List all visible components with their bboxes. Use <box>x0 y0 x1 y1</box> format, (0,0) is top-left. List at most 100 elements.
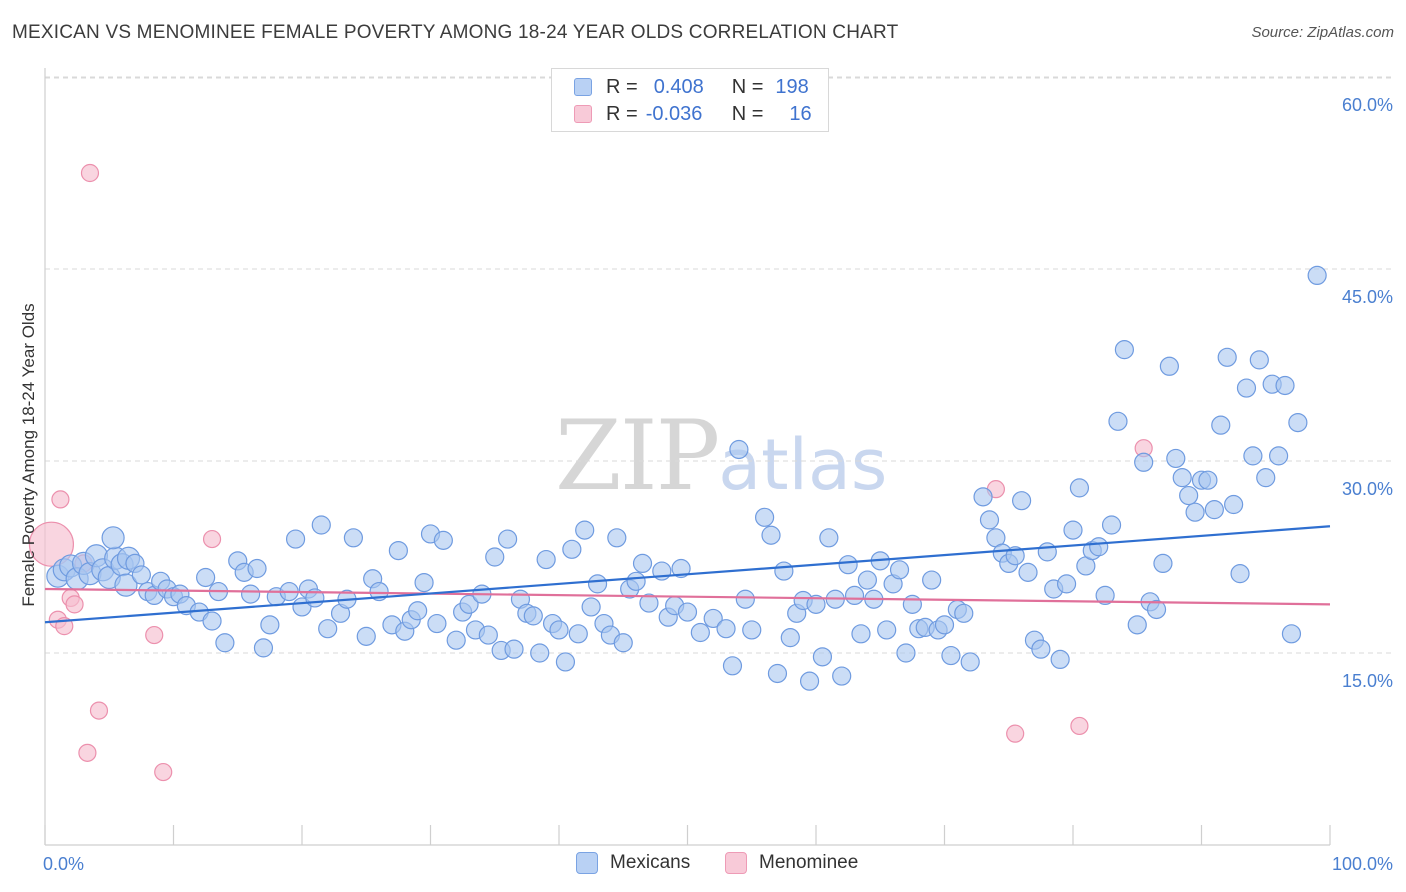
mexicans-point <box>1236 378 1257 398</box>
mexicans-point <box>819 528 839 548</box>
mexicans-point <box>767 663 788 684</box>
mexicans-point <box>1166 448 1186 469</box>
mexicans-point <box>1288 413 1308 433</box>
mexicans-point <box>241 584 261 604</box>
y-tick-label: 60.0% <box>1342 95 1393 115</box>
mexicans-point <box>1159 356 1179 376</box>
mexicans-point <box>1268 446 1289 466</box>
mexicans-point <box>703 608 723 629</box>
menominee-point <box>202 529 222 549</box>
legend-r-value: 0.408 <box>653 75 704 98</box>
mexicans-point <box>806 594 826 614</box>
legend-row-mexicans: R = 0.408 N = 198 <box>574 74 809 100</box>
mexicans-point <box>812 647 833 667</box>
axes <box>44 68 1331 846</box>
menominee-point <box>65 595 84 614</box>
mexicans-point <box>922 570 942 590</box>
mexicans-point <box>690 622 710 643</box>
menominee-points <box>28 163 1153 782</box>
mexicans-point <box>1108 411 1128 431</box>
watermark: ZIPatlas <box>555 400 887 512</box>
legend-item-menominee[interactable]: Menominee <box>725 852 858 874</box>
mexicans-point <box>1069 478 1090 498</box>
mexicans-point <box>889 560 910 580</box>
mexicans-point <box>504 639 524 659</box>
menominee-point <box>28 521 75 567</box>
mexicans-point <box>568 624 588 644</box>
mexicans-point <box>799 671 820 691</box>
mexicans-point <box>838 555 858 575</box>
mexicans-point <box>780 628 800 648</box>
legend-swatch-pink <box>574 105 592 123</box>
menominee-point <box>51 490 70 509</box>
mexicans-point <box>1050 649 1070 670</box>
watermark-zip: ZIP <box>555 400 720 512</box>
mexicans-point <box>343 528 363 548</box>
mexicans-point <box>311 515 331 535</box>
menominee-trend-line <box>44 587 1331 606</box>
mexicans-point <box>459 594 479 614</box>
mexicans-point <box>414 572 434 593</box>
mexicans-point <box>285 529 306 549</box>
mexicans-point <box>1011 491 1032 511</box>
legend-r-label: R = <box>606 75 638 98</box>
mexicans-point <box>973 487 993 507</box>
mexicans-point <box>1146 599 1167 620</box>
mexicans-point <box>446 630 466 650</box>
mexicans-point <box>954 603 974 623</box>
mexicans-point <box>1031 639 1051 659</box>
mexicans-point <box>902 594 922 614</box>
mexicans-point <box>1256 468 1276 488</box>
trend-lines <box>44 525 1331 624</box>
legend-item-mexicans[interactable]: Mexicans <box>576 852 690 874</box>
mexicans-point <box>896 643 916 663</box>
mexicans-point <box>202 611 222 631</box>
legend-n-value: 16 <box>789 102 812 125</box>
mexicans-point <box>253 638 274 658</box>
mexicans-point <box>485 547 505 567</box>
mexicans-point <box>1307 265 1327 285</box>
mexicans-point <box>735 589 755 609</box>
mexicans-point <box>716 619 736 639</box>
mexicans-point <box>722 656 743 676</box>
menominee-point <box>1006 724 1025 743</box>
mexicans-point <box>677 602 698 622</box>
mexicans-point <box>832 666 852 686</box>
mexicans-point <box>1243 446 1263 466</box>
mexicans-point <box>1095 585 1115 606</box>
mexicans-point <box>607 528 627 548</box>
mexicans-point <box>196 567 216 588</box>
mexicans-point <box>536 549 556 570</box>
mexicans-point <box>575 520 595 540</box>
series-legend: Mexicans Menominee <box>0 852 1406 878</box>
legend-n-label: N = <box>731 75 764 98</box>
watermark-atlas: atlas <box>718 424 888 506</box>
mexicans-point <box>1063 520 1083 540</box>
mexicans-point <box>530 643 550 663</box>
mexicans-point <box>857 570 878 590</box>
mexicans-point <box>941 645 961 666</box>
mexicans-point <box>1018 562 1038 582</box>
y-tick-label: 30.0% <box>1342 479 1393 499</box>
mexicans-point <box>1217 347 1237 367</box>
legend-label-mexicans: Mexicans <box>610 852 691 873</box>
mexicans-point <box>388 540 408 561</box>
stats-legend: R = 0.408 N = 198 R = -0.036 N = 16 <box>551 68 829 132</box>
source-credit: Source: ZipAtlas.com <box>1251 24 1394 41</box>
mexicans-point <box>247 558 267 579</box>
mexicans-point <box>549 620 569 640</box>
mexicans-point <box>1101 515 1122 535</box>
mexicans-point <box>1089 537 1109 557</box>
legend-swatch-blue <box>576 852 598 874</box>
mexicans-point <box>1179 485 1199 506</box>
mexicans-point <box>979 510 1000 530</box>
y-tick-label: 15.0% <box>1342 671 1393 691</box>
mexicans-point <box>318 619 338 639</box>
mexicans-point <box>851 624 871 644</box>
legend-row-menominee: R = -0.036 N = 16 <box>574 101 812 127</box>
mexicans-point <box>632 553 653 574</box>
mexicans-point <box>562 539 582 559</box>
mexicans-point <box>433 530 453 550</box>
legend-n-value: 198 <box>775 75 809 98</box>
